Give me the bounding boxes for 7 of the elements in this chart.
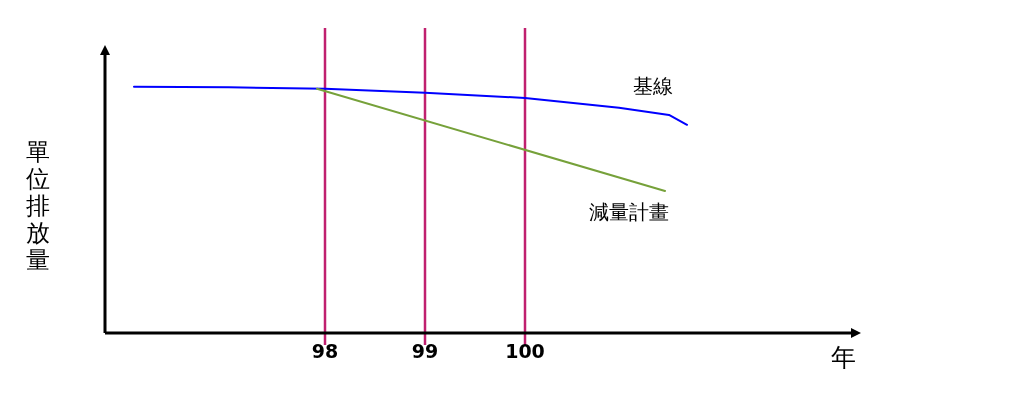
series-label: 減量計畫: [589, 199, 669, 224]
x-axis-title: 年: [830, 343, 856, 372]
x-tick-label: 98: [311, 340, 339, 362]
series-label: 基線: [633, 73, 673, 98]
y-axis-title: 單位排放量: [26, 138, 50, 274]
x-tick-label: 99: [411, 340, 439, 362]
x-tick-label: 100: [505, 340, 545, 362]
